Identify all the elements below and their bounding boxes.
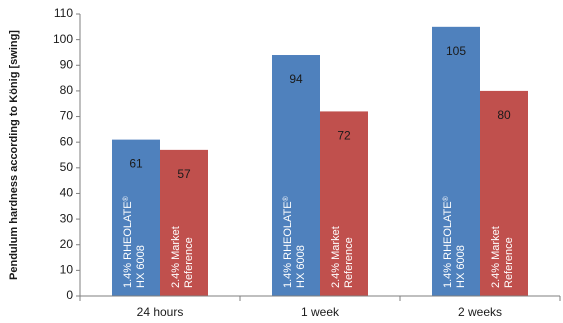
y-tick-label: 50 [60,160,74,174]
bar-series-label: 1.4% RHEOLATE®HX 6008 [122,195,148,288]
bar-rheolate-2-weeks [432,26,480,297]
y-tick-label: 0 [66,288,73,302]
bar-series-label-line: HX 6008 [135,245,147,288]
bar-market-reference-1-week [320,111,368,296]
registered-mark: ® [122,195,130,201]
bar-series-label: 2.4% MarketReference [330,226,355,288]
y-tick-label: 100 [53,32,73,46]
bar-value-label: 80 [497,108,511,122]
bar-value-label: 105 [446,44,466,58]
bar-series-label: 1.4% RHEOLATE®HX 6008 [282,195,308,288]
bar-series-label-line: 2.4% Market [330,226,342,288]
bar-series-label: 1.4% RHEOLATE®HX 6008 [442,195,468,288]
y-axis-title: Pendulum hardness according to König [sw… [8,30,20,280]
bar-series-label-line: 1.4% RHEOLATE® [282,195,295,288]
bar-series-label-line: 1.4% RHEOLATE® [122,195,135,288]
y-axis-ticks: 0 10 20 30 40 50 60 70 80 90 100 110 [53,6,80,302]
bar-value-label: 57 [177,167,191,181]
bar-series-label: 2.4% MarketReference [170,226,195,288]
y-tick-label: 70 [60,109,74,123]
bar-value-label: 61 [129,157,143,171]
bar-series-label-line: HX 6008 [455,245,467,288]
bar-series-label-line: Reference [183,237,195,288]
registered-mark: ® [442,195,450,201]
y-axis-title-text: Pendulum hardness according to König [sw… [8,30,20,280]
bar-rheolate-24-hours [112,139,160,296]
bar-market-reference-2-weeks [480,90,528,296]
bar-series-label-line: 2.4% Market [490,226,502,288]
bar-value-label: 72 [337,128,351,142]
bar-series-label: 2.4% MarketReference [490,226,515,288]
y-tick-label: 110 [54,6,73,20]
y-tick-label: 20 [60,237,74,251]
y-tick-label: 40 [60,186,74,200]
x-axis-ticks: 24 hours 1 week 2 weeks [79,296,561,319]
x-tick-label: 2 weeks [458,305,502,319]
axes [79,14,560,297]
bar-series-label-line: HX 6008 [295,245,307,288]
bar-value-label: 94 [289,72,303,86]
registered-mark: ® [282,195,290,201]
y-tick-label: 10 [60,263,74,277]
bar-series-label-line: 1.4% RHEOLATE® [442,195,455,288]
x-tick-label: 24 hours [137,305,184,319]
bar-series-label-line: Reference [503,237,515,288]
bar-market-reference-24-hours [160,149,208,296]
y-tick-label: 80 [60,83,74,97]
bar-rheolate-1-week [272,55,320,296]
y-tick-label: 60 [60,134,74,148]
y-tick-label: 90 [60,57,74,71]
bar-series-label-line: Reference [343,237,355,288]
y-tick-label: 30 [60,211,74,225]
x-tick-label: 1 week [301,305,340,319]
bar-series-label-line: 2.4% Market [170,226,182,288]
